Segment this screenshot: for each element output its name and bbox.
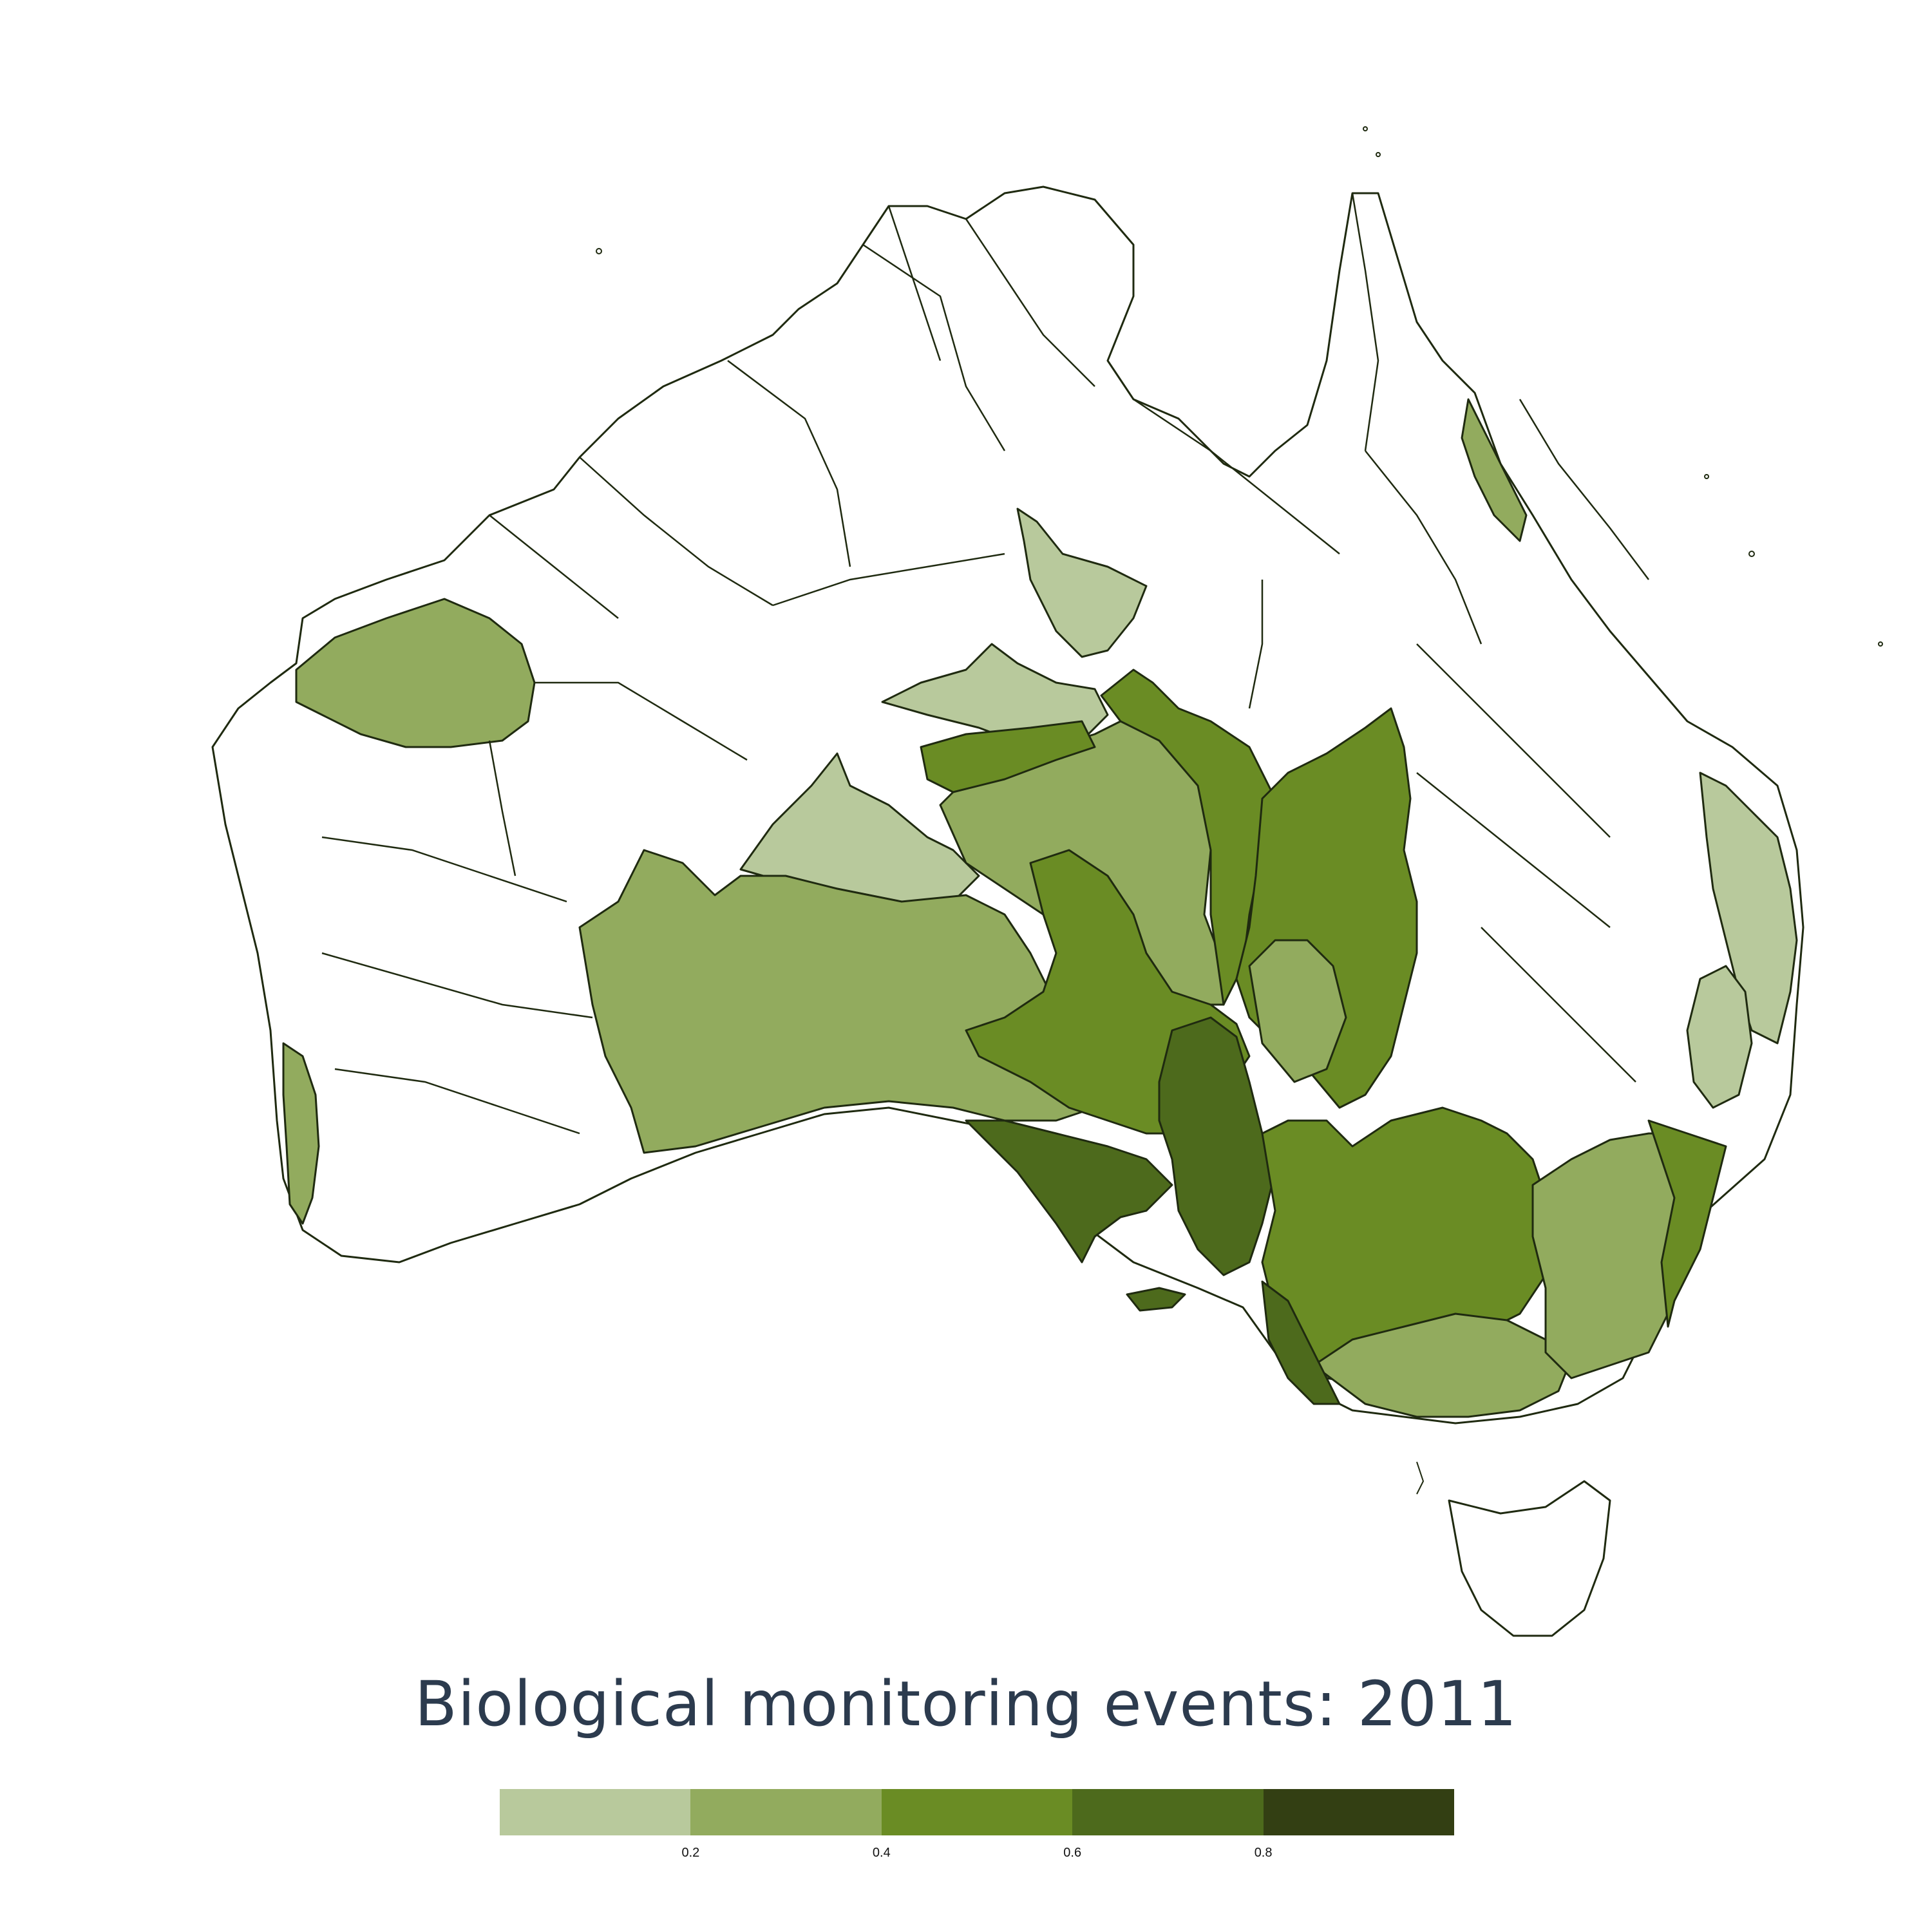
- region-central-light-band: [881, 643, 1109, 748]
- legend-tick-label: 0.8: [1254, 1846, 1273, 1860]
- legend-tick-label: 0.4: [872, 1846, 891, 1860]
- region-kangaroo-island-dark: [1126, 1287, 1186, 1312]
- page-title: Biological monitoring events: 2011: [414, 1668, 1518, 1740]
- coastal-islands: [596, 126, 1883, 1495]
- legend-swatch-3: [881, 1789, 1073, 1835]
- legend-tick-label: 0.2: [681, 1846, 700, 1860]
- tasmania-outline: [1448, 1480, 1611, 1637]
- legend-swatch-4: [1072, 1789, 1264, 1835]
- region-eyre-peninsula-dark: [965, 1119, 1173, 1264]
- region-seq-light: [1686, 965, 1753, 1109]
- australia-choropleth-map: [211, 126, 1883, 1637]
- legend-tick-label: 0.6: [1063, 1846, 1082, 1860]
- region-coorong-dark: [1261, 1280, 1341, 1405]
- legend-swatch-1: [500, 1789, 691, 1835]
- legend-swatch-2: [690, 1789, 882, 1835]
- region-central-light-north: [1016, 507, 1148, 658]
- region-nsw-coast-strong: [1647, 1119, 1727, 1328]
- legend-swatch-5: [1263, 1789, 1455, 1835]
- region-qld-coast-light: [1699, 772, 1798, 1045]
- legend-ticks: 0.2 0.4 0.6 0.8: [500, 1846, 1454, 1865]
- region-cape-york-strip: [1461, 398, 1528, 542]
- region-central-mid-pocket: [1248, 939, 1347, 1083]
- color-legend: [500, 1789, 1455, 1835]
- region-pilbara: [295, 598, 536, 748]
- region-simpson-strong: [920, 720, 1096, 793]
- region-gulfs-dark: [1158, 1016, 1276, 1276]
- region-ne-strong: [1100, 668, 1276, 1006]
- bioregion-boundaries: [321, 193, 1649, 1135]
- region-sw-coast-strip: [282, 1042, 320, 1225]
